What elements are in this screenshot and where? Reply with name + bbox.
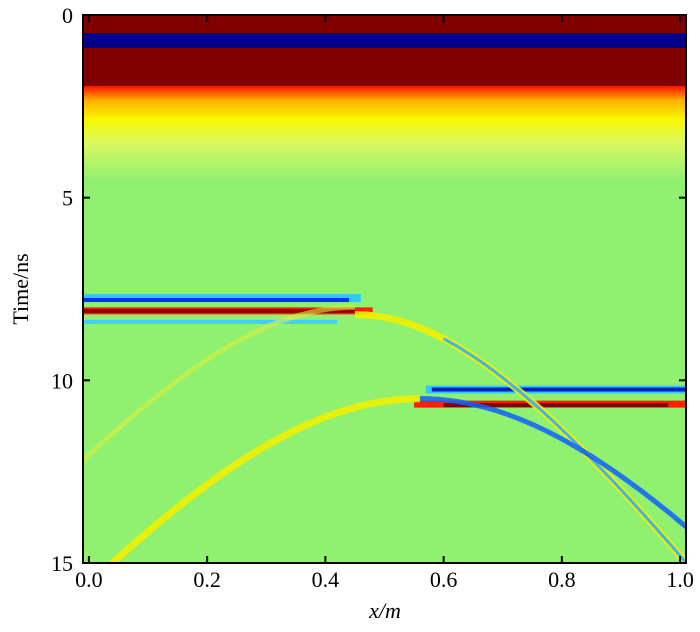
x-tick-label: 0.0 [75,567,103,592]
heatmap-image [83,15,686,563]
x-tick-label: 0.4 [312,567,340,592]
y-axis-label: Time/ns [8,253,33,324]
plot-frame [82,14,687,564]
y-tick-label: 0 [62,3,73,28]
y-tick-label: 10 [51,368,73,393]
hyperbola [420,396,686,530]
hyperbola [442,337,686,563]
x-tick-label: 0.6 [430,567,458,592]
hyperbola [83,304,355,464]
x-axis-label: x/m [368,598,401,623]
y-tick-label: 15 [51,551,73,576]
x-tick-label: 1.0 [666,567,694,592]
x-tick-label: 0.2 [193,567,221,592]
x-tick-label: 0.8 [548,567,576,592]
hyperbola [107,395,421,563]
y-tick-label: 5 [62,186,73,211]
